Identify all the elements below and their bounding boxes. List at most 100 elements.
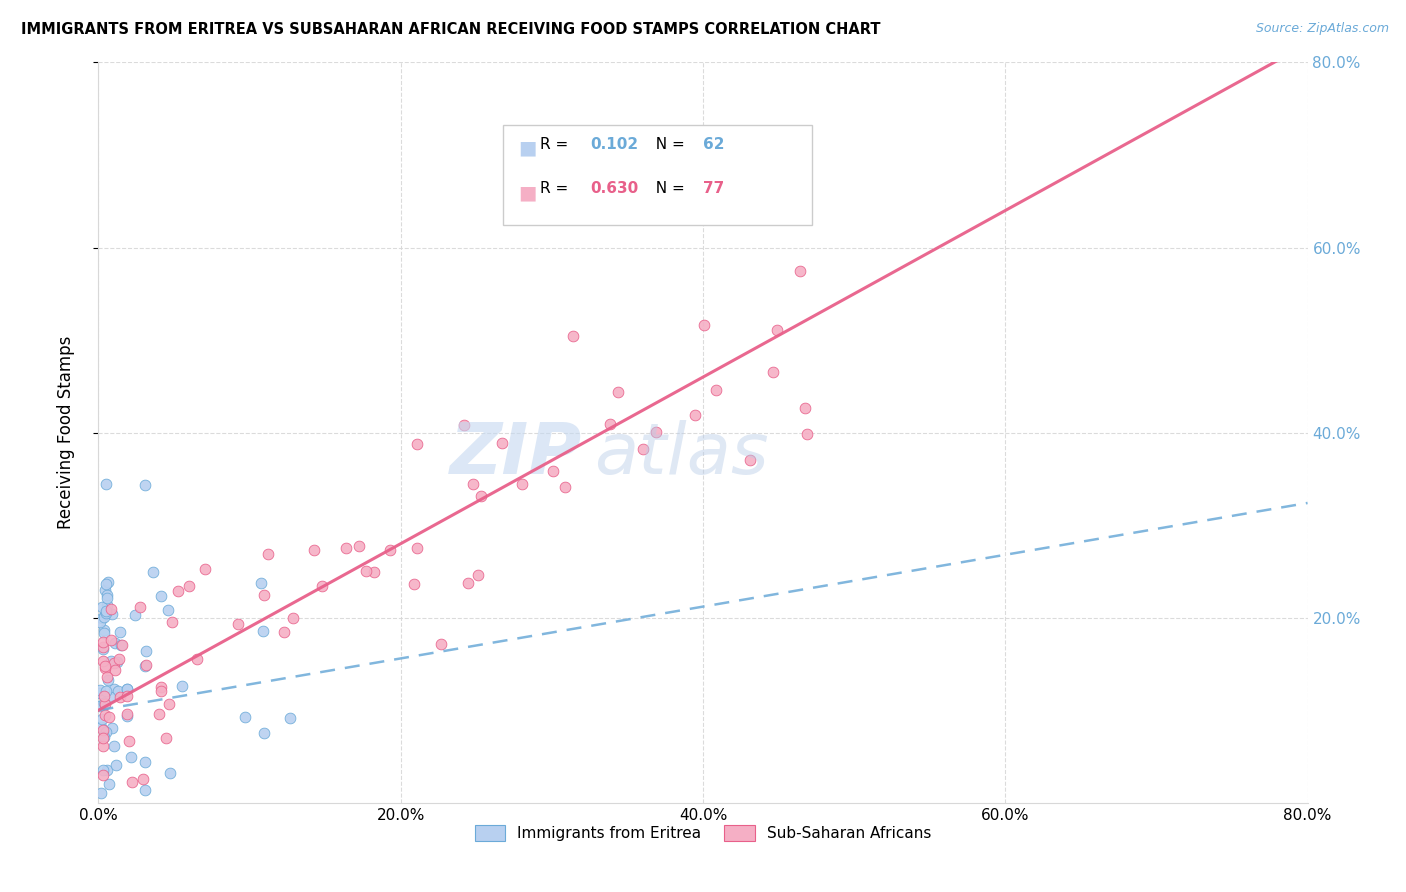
Point (278, 711, 301, 725)
Point (134, 659, 156, 673)
Point (453, 418, 475, 433)
Text: 62: 62 (703, 137, 724, 153)
Point (134, 755, 156, 769)
Point (335, 541, 357, 555)
Point (607, 384, 630, 399)
Point (796, 426, 818, 441)
Point (124, 607, 146, 622)
Point (104, 663, 127, 677)
Point (93, 698, 115, 712)
Point (363, 566, 385, 580)
Point (103, 657, 125, 671)
Point (132, 772, 155, 786)
FancyBboxPatch shape (503, 126, 811, 226)
Point (430, 637, 453, 651)
Point (101, 721, 124, 735)
Point (100, 633, 122, 648)
Point (93, 610, 115, 624)
Point (94, 724, 117, 739)
Point (253, 726, 276, 740)
Point (683, 408, 706, 422)
Point (91, 768, 114, 782)
Point (226, 616, 249, 631)
Point (177, 579, 200, 593)
Point (96, 684, 118, 698)
Point (101, 607, 124, 622)
Point (91, 642, 114, 657)
Point (94, 604, 117, 618)
Text: ■: ■ (517, 183, 536, 202)
Text: ■: ■ (517, 138, 536, 158)
Point (100, 602, 122, 616)
Point (281, 611, 304, 625)
Point (766, 323, 789, 337)
Text: Source: ZipAtlas.com: Source: ZipAtlas.com (1256, 22, 1389, 36)
Point (186, 652, 208, 666)
Point (100, 654, 122, 668)
Point (406, 437, 429, 451)
Point (104, 636, 127, 650)
Point (645, 425, 668, 439)
Y-axis label: Receiving Food Stamps: Receiving Food Stamps (56, 336, 75, 529)
Point (120, 750, 142, 764)
Point (252, 624, 274, 639)
Text: IMMIGRANTS FROM ERITREA VS SUBSAHARAN AFRICAN RECEIVING FOOD STAMPS CORRELATION : IMMIGRANTS FROM ERITREA VS SUBSAHARAN AF… (21, 22, 880, 37)
Point (91, 723, 114, 738)
Point (693, 318, 716, 333)
Point (89, 615, 111, 630)
Point (93, 689, 115, 703)
Point (96, 591, 118, 606)
Point (134, 478, 156, 492)
Point (562, 329, 585, 343)
Point (704, 384, 727, 398)
Point (97, 673, 120, 687)
Point (97, 709, 120, 723)
Point (170, 679, 193, 693)
Point (90, 611, 112, 625)
Point (510, 476, 533, 491)
Point (128, 599, 150, 614)
Point (149, 680, 172, 694)
Point (470, 489, 492, 503)
Point (166, 583, 188, 598)
Point (148, 707, 170, 722)
Point (541, 464, 564, 478)
Point (91, 654, 114, 668)
Point (91, 763, 114, 777)
Point (194, 562, 217, 576)
Point (740, 453, 762, 467)
Text: N =: N = (647, 181, 690, 196)
Point (311, 578, 333, 592)
Point (110, 638, 132, 652)
Text: R =: R = (540, 181, 572, 196)
Point (117, 682, 139, 697)
Point (631, 442, 654, 456)
Point (762, 366, 785, 380)
Point (156, 603, 179, 617)
Point (97, 574, 120, 589)
Point (91, 600, 114, 615)
Point (794, 401, 817, 415)
Point (121, 775, 143, 789)
Point (94, 576, 117, 591)
Point (253, 588, 276, 602)
Point (97, 777, 120, 791)
Point (110, 690, 132, 704)
Point (91, 712, 114, 726)
Point (159, 766, 181, 780)
Point (354, 565, 377, 579)
Point (402, 577, 425, 591)
Point (349, 540, 371, 554)
Point (467, 567, 489, 582)
Point (461, 477, 484, 491)
Point (91, 731, 114, 745)
Point (94, 658, 117, 673)
Point (233, 709, 256, 723)
Point (491, 436, 513, 450)
Point (149, 683, 172, 698)
Point (135, 644, 157, 658)
Legend: Immigrants from Eritrea, Sub-Saharan Africans: Immigrants from Eritrea, Sub-Saharan Afr… (468, 819, 938, 847)
Text: N =: N = (647, 137, 690, 153)
Point (150, 589, 173, 603)
Point (105, 655, 128, 669)
